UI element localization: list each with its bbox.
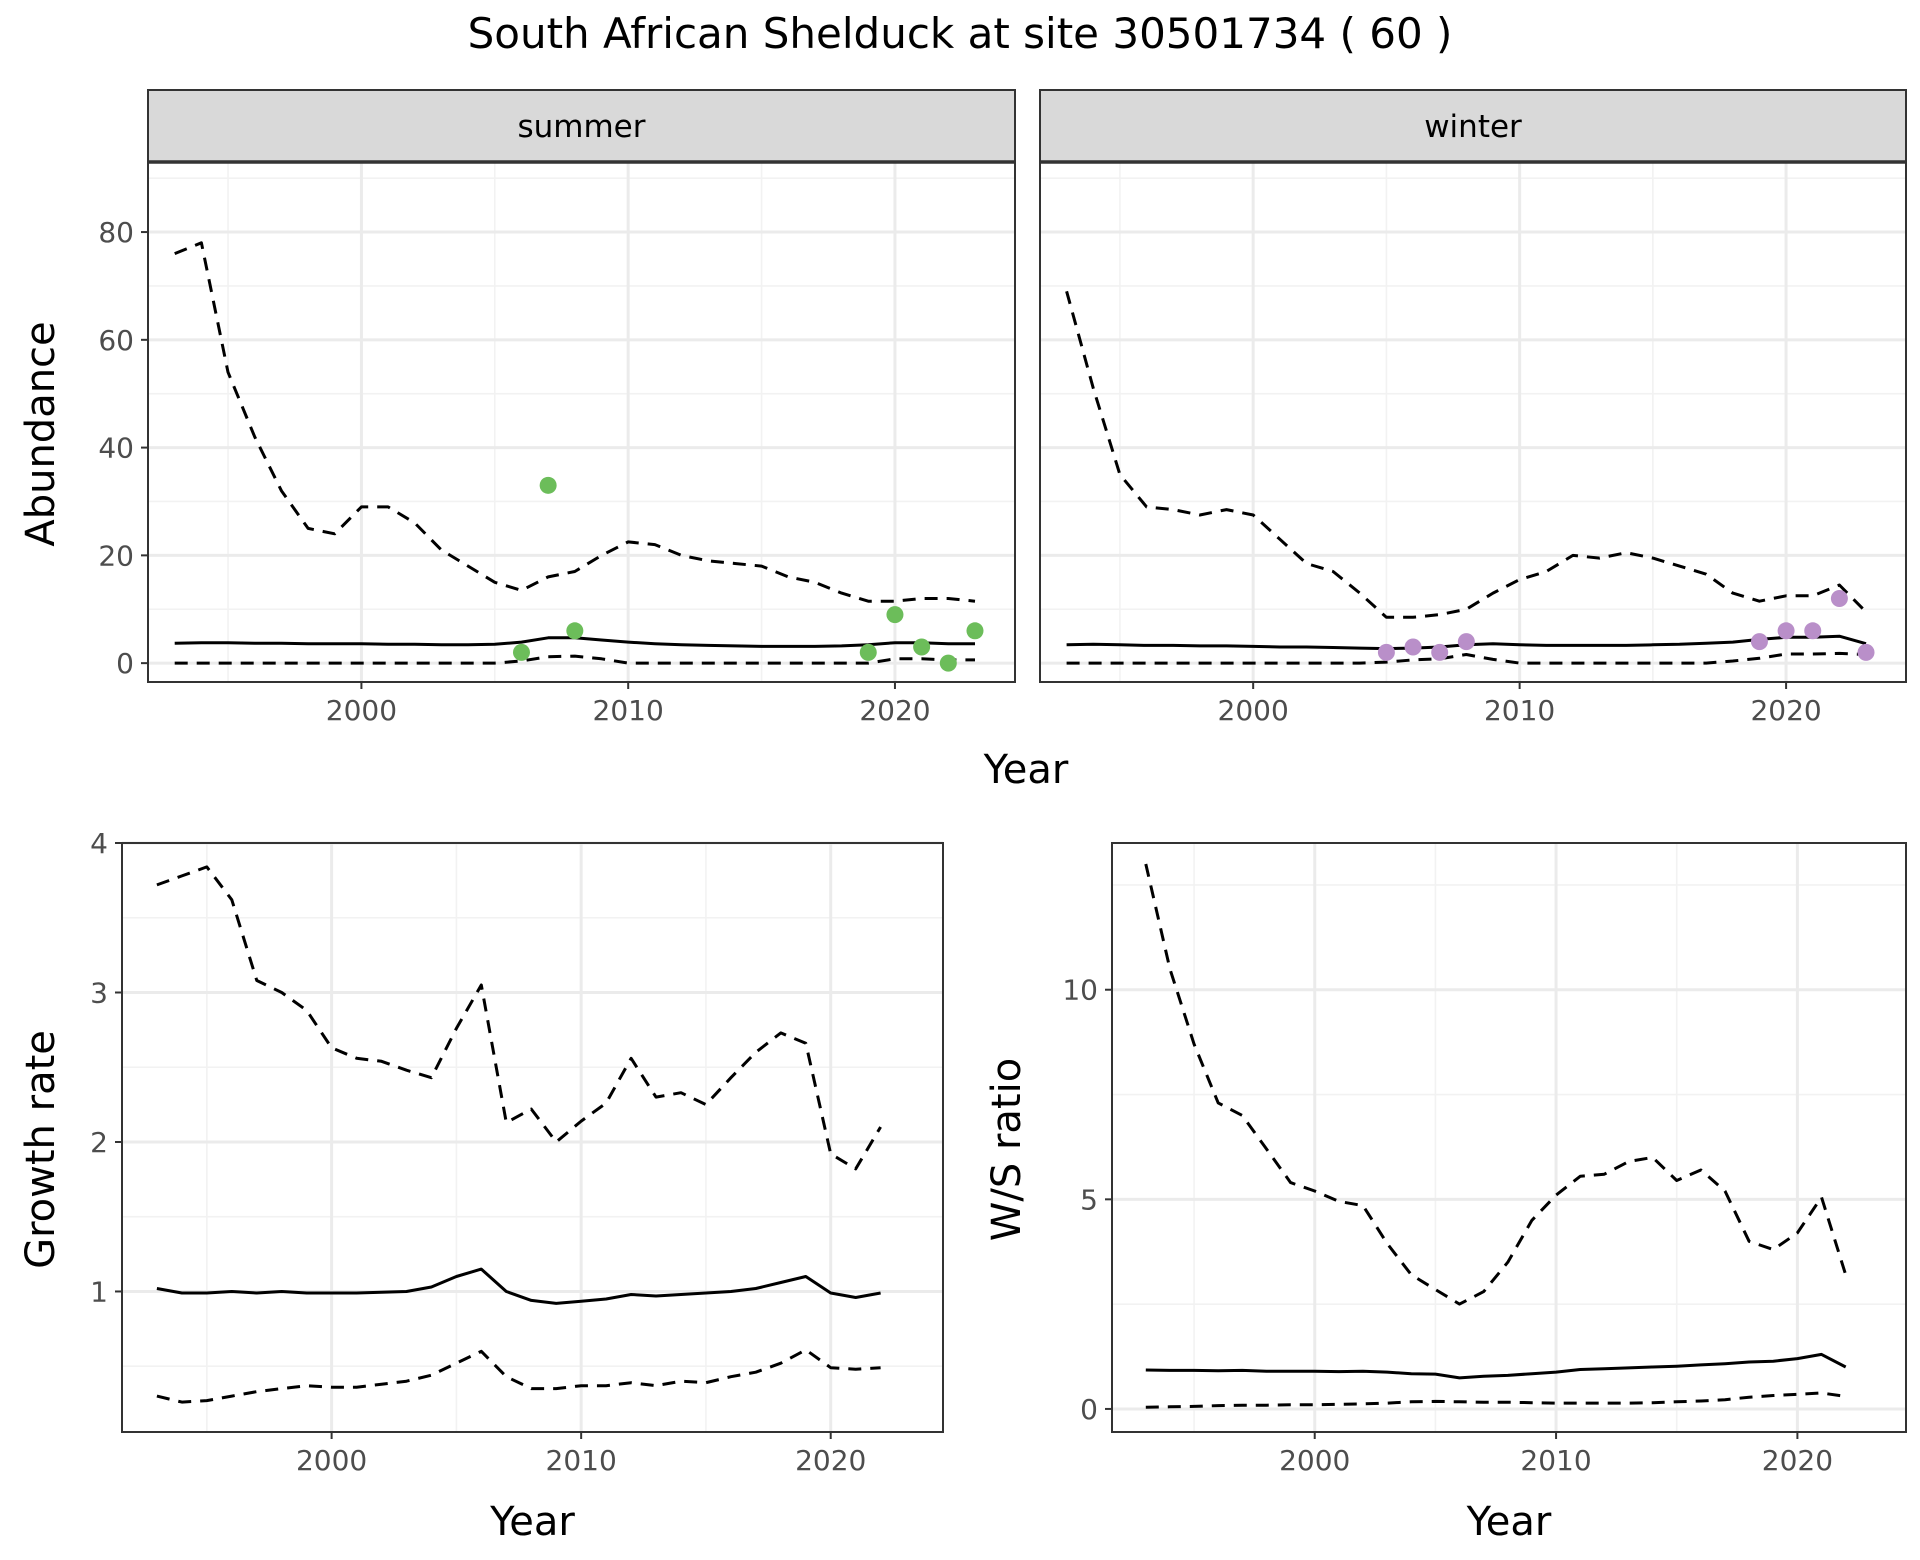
figure-title: South African Shelduck at site 30501734 … <box>468 9 1453 58</box>
observed-count-point <box>1457 633 1475 651</box>
panel-growth-rate: 2000 2010 2020 1 2 3 4 Growth rate Year <box>18 827 944 1545</box>
observed-count-point <box>566 622 584 640</box>
panel-border <box>121 842 944 1433</box>
observed-count-point <box>1377 643 1395 661</box>
panel-border <box>1111 842 1907 1433</box>
observed-count-point <box>1804 622 1822 640</box>
series-upper-line <box>156 865 882 1171</box>
x-axis-label: Year <box>489 1499 575 1545</box>
y-tick-label: 10 <box>1062 974 1098 1007</box>
series-upper-line <box>1065 290 1868 619</box>
observed-count-point <box>1857 643 1875 661</box>
series-median-line <box>156 1267 881 1305</box>
x-tick-label: 2000 <box>326 694 397 727</box>
y-axis-label: W/S ratio <box>984 1058 1030 1241</box>
facet-strip-label: summer <box>517 109 645 145</box>
observed-count-point <box>1750 633 1768 651</box>
observed-count-point <box>539 476 557 494</box>
y-tick-label: 5 <box>1080 1183 1098 1216</box>
x-tick-label: 2010 <box>546 1444 617 1477</box>
facet-strip <box>1039 89 1907 163</box>
series-upper-line <box>174 241 976 603</box>
observed-count-point <box>966 622 984 640</box>
x-tick-label: 2000 <box>296 1444 367 1477</box>
x-tick-label: 2020 <box>1762 1444 1833 1477</box>
y-tick-label: 1 <box>90 1275 108 1308</box>
y-axis-label: Abundance <box>18 321 64 546</box>
observed-count-point <box>512 643 530 661</box>
observed-count-point <box>939 654 957 672</box>
y-tick-label: 2 <box>90 1126 108 1159</box>
y-tick-label: 60 <box>98 324 134 357</box>
x-tick-label: 2020 <box>1750 694 1821 727</box>
series-lower-line <box>174 654 975 665</box>
facet-strip <box>147 89 1016 163</box>
y-tick-label: 40 <box>98 432 134 465</box>
observed-count-point <box>1830 589 1848 607</box>
series-lower-line <box>1145 1391 1846 1409</box>
x-tick-label: 2020 <box>859 694 930 727</box>
panel-winter: winter 2000 2010 2020 <box>1039 89 1907 727</box>
series-upper-line <box>1144 863 1848 1306</box>
panel-summer: summer 2000 2010 2020 0 20 40 60 80 Abundance <box>18 89 1016 727</box>
observed-count-point <box>886 606 904 624</box>
series-lower-line <box>1066 651 1867 665</box>
panel-ws-ratio: 2000 2010 2020 0 5 10 W/S ratio Year <box>984 842 1907 1545</box>
x-tick-label: 2000 <box>1279 1444 1350 1477</box>
observed-count-point <box>913 638 931 656</box>
x-tick-label: 2010 <box>1484 694 1555 727</box>
top-x-axis-label: Year <box>983 747 1069 793</box>
y-tick-label: 4 <box>90 827 108 860</box>
y-tick-label: 0 <box>116 647 134 680</box>
y-tick-label: 0 <box>1080 1393 1098 1426</box>
y-axis-label: Growth rate <box>18 1030 64 1269</box>
x-tick-label: 2010 <box>593 694 664 727</box>
x-tick-label: 2000 <box>1218 694 1289 727</box>
x-tick-label: 2020 <box>795 1444 866 1477</box>
x-axis-label: Year <box>1466 1499 1552 1545</box>
y-tick-label: 20 <box>98 539 134 572</box>
series-lower-line <box>156 1348 881 1404</box>
y-tick-label: 80 <box>98 216 134 249</box>
panel-border <box>147 161 1016 683</box>
observed-count-point <box>1404 638 1422 656</box>
observed-count-point <box>1777 622 1795 640</box>
observed-count-point <box>1431 643 1449 661</box>
y-tick-label: 3 <box>90 976 108 1009</box>
facet-strip-label: winter <box>1424 109 1522 145</box>
x-tick-label: 2010 <box>1520 1444 1591 1477</box>
series-median-line <box>1145 1352 1847 1380</box>
observed-count-point <box>859 643 877 661</box>
